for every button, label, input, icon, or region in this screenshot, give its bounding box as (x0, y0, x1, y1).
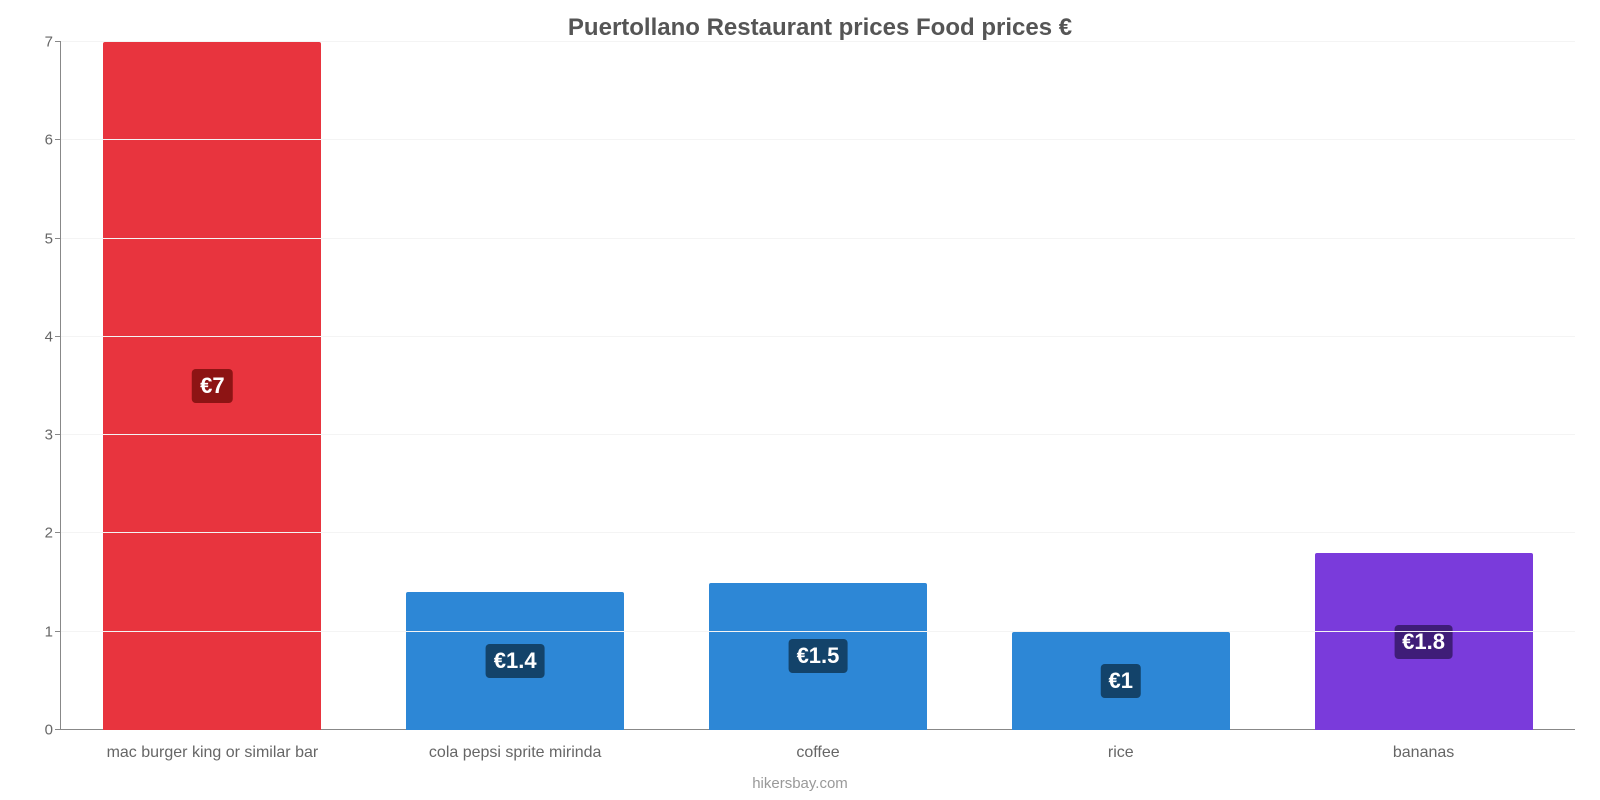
gridline (61, 238, 1575, 239)
bar-value-label: €1.5 (789, 639, 848, 673)
bar-value-label: €1.4 (486, 644, 545, 678)
bar: €7 (103, 42, 321, 730)
bar-slot: €1.4cola pepsi sprite mirinda (364, 42, 667, 730)
bar-slot: €1rice (969, 42, 1272, 730)
bar-value-label: €1.8 (1394, 625, 1453, 659)
y-tick-label: 5 (45, 230, 61, 247)
chart-footer: hikersbay.com (0, 775, 1600, 792)
bar: €1.5 (709, 583, 927, 730)
chart-container: Puertollano Restaurant prices Food price… (0, 0, 1600, 800)
y-tick-label: 7 (45, 34, 61, 51)
x-axis-label: bananas (1393, 730, 1454, 762)
bar-value-label: €1 (1101, 664, 1141, 698)
bar-slot: €1.5coffee (667, 42, 970, 730)
gridline (61, 41, 1575, 42)
x-axis-label: coffee (796, 730, 839, 762)
bar-value-label: €7 (192, 369, 232, 403)
bar-slot: €1.8bananas (1272, 42, 1575, 730)
y-tick-label: 0 (45, 722, 61, 739)
bar: €1.8 (1315, 553, 1533, 730)
gridline (61, 631, 1575, 632)
gridline (61, 139, 1575, 140)
y-tick-label: 1 (45, 623, 61, 640)
plot-area: €7mac burger king or similar bar€1.4cola… (60, 42, 1575, 730)
x-axis-label: rice (1108, 730, 1134, 762)
y-tick-label: 4 (45, 328, 61, 345)
gridline (61, 532, 1575, 533)
x-axis-label: cola pepsi sprite mirinda (429, 730, 602, 762)
bars-group: €7mac burger king or similar bar€1.4cola… (61, 42, 1575, 730)
y-tick-label: 2 (45, 525, 61, 542)
gridline (61, 336, 1575, 337)
bar: €1.4 (406, 592, 624, 730)
y-tick-label: 3 (45, 427, 61, 444)
gridline (61, 434, 1575, 435)
bar: €1 (1012, 632, 1230, 730)
x-axis-label: mac burger king or similar bar (107, 730, 319, 762)
bar-slot: €7mac burger king or similar bar (61, 42, 364, 730)
y-tick-label: 6 (45, 132, 61, 149)
